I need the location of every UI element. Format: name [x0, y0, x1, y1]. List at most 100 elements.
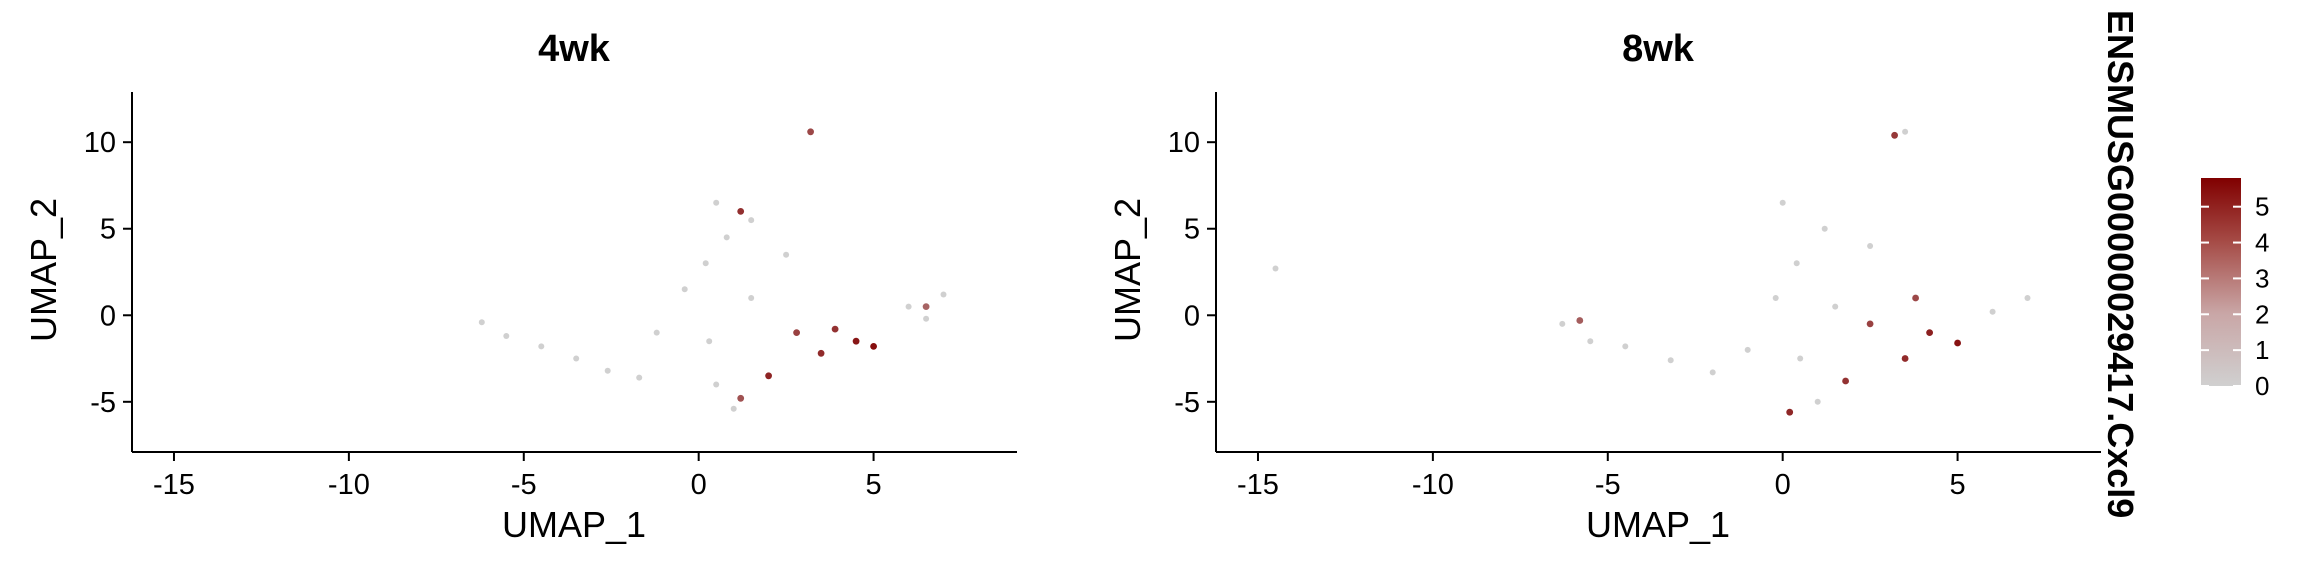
points — [1272, 128, 2031, 416]
cell-point — [636, 374, 643, 381]
cell-point — [1867, 243, 1874, 249]
cell-point — [730, 405, 737, 412]
x-tick-label: 5 — [866, 469, 882, 501]
expressing-cell-point — [793, 329, 800, 336]
cell-point — [1772, 295, 1779, 301]
expressing-cell-point — [1576, 317, 1584, 324]
legend-ticks: 0 1 2 3 4 5 — [2201, 192, 2269, 401]
cell-point — [905, 303, 912, 310]
expressing-cell-point — [1901, 355, 1909, 362]
y-tick-label: 10 — [1168, 127, 1200, 159]
cell-point — [1814, 398, 1821, 405]
expressing-cell-point — [1912, 294, 1919, 302]
x-axis-title: UMAP_1 — [502, 504, 646, 545]
cell-point — [573, 355, 580, 362]
legend-tick-label: 0 — [2255, 371, 2269, 401]
x-tick-label: 5 — [1950, 469, 1966, 501]
expressing-cell-point — [852, 337, 860, 345]
expressing-cell-point — [1786, 408, 1794, 416]
panel-8wk: 8wk -15 -10 -5 0 5 -5 0 5 10 UMAP_1 UMAP_2 — [1107, 28, 2101, 545]
y-axis-title: UMAP_2 — [23, 198, 64, 342]
cell-point — [713, 199, 720, 206]
cell-point — [713, 381, 720, 388]
expressing-cell-point — [922, 303, 930, 310]
points — [478, 128, 947, 412]
y-tick-label: 10 — [84, 127, 116, 159]
x-axis-title: UMAP_1 — [1586, 504, 1730, 545]
cell-point — [923, 315, 930, 322]
cell-point — [1559, 320, 1566, 327]
cell-point — [1832, 303, 1839, 310]
x-tick-label: -5 — [511, 469, 537, 501]
y-ticks: -5 0 5 10 — [84, 127, 132, 419]
expressing-cell-point — [1926, 329, 1933, 336]
expressing-cell-point — [737, 394, 745, 402]
cell-point — [478, 319, 485, 326]
y-tick-label: 0 — [100, 300, 116, 332]
panel-4wk: 4wk -15 -10 -5 0 5 -5 0 5 10 UMAP_1 UMAP_2 — [23, 28, 1017, 545]
y-tick-label: -5 — [90, 387, 116, 419]
y-tick-label: 5 — [100, 214, 116, 246]
cell-point — [604, 367, 611, 374]
cell-point — [1989, 308, 1996, 315]
x-tick-label: -15 — [153, 469, 195, 501]
expressing-cell-point — [1954, 339, 1961, 347]
y-tick-label: -5 — [1174, 387, 1200, 419]
cell-point — [653, 329, 660, 336]
x-tick-label: 0 — [691, 469, 707, 501]
cell-point — [1902, 128, 1909, 135]
cell-point — [748, 217, 755, 224]
legend-tick-label: 5 — [2255, 192, 2269, 222]
cell-point — [1821, 225, 1828, 232]
expressing-cell-point — [737, 208, 745, 215]
legend-tick-label: 1 — [2255, 335, 2269, 365]
legend-tick-label: 3 — [2255, 263, 2269, 293]
x-ticks: -15 -10 -5 0 5 — [1237, 452, 1966, 501]
cell-point — [1709, 369, 1716, 376]
panel-title: 8wk — [1622, 28, 1695, 70]
cell-point — [1587, 338, 1594, 345]
cell-point — [1779, 199, 1786, 206]
cell-point — [783, 251, 790, 258]
x-tick-label: -5 — [1595, 469, 1621, 501]
y-tick-label: 5 — [1184, 214, 1200, 246]
expressing-cell-point — [870, 343, 877, 350]
cell-point — [940, 291, 947, 298]
x-tick-label: -10 — [328, 469, 370, 501]
legend-colorbar — [2201, 178, 2241, 386]
cell-point — [2024, 295, 2031, 301]
cell-point — [681, 286, 688, 293]
cell-point — [1793, 260, 1800, 267]
expressing-cell-point — [831, 325, 839, 333]
cell-point — [702, 260, 709, 267]
cell-point — [538, 343, 545, 350]
cell-point — [503, 333, 510, 339]
cell-point — [1797, 355, 1804, 362]
legend-tick-label: 2 — [2255, 299, 2269, 329]
legend-title: ENSMUSG00000029417.Cxcl9 — [2100, 10, 2141, 518]
legend-tick-label: 4 — [2255, 228, 2269, 258]
expressing-cell-point — [1842, 377, 1849, 385]
x-tick-label: 0 — [1775, 469, 1791, 501]
x-tick-label: -10 — [1412, 469, 1454, 501]
expressing-cell-point — [1891, 131, 1898, 139]
cell-point — [723, 234, 730, 241]
color-legend: 0 1 2 3 4 5 ENSMUSG00000029417.Cxcl9 — [2100, 10, 2269, 518]
panel-title: 4wk — [538, 28, 611, 70]
expressing-cell-point — [765, 372, 772, 380]
y-axis-title: UMAP_2 — [1107, 198, 1148, 342]
cell-point — [748, 295, 755, 301]
cell-point — [706, 338, 713, 345]
y-ticks: -5 0 5 10 — [1168, 127, 1216, 419]
cell-point — [1744, 346, 1751, 353]
x-tick-label: -15 — [1237, 469, 1279, 501]
cell-point — [1622, 343, 1629, 350]
cell-point — [1272, 265, 1279, 272]
expressing-cell-point — [807, 128, 814, 136]
expressing-cell-point — [1866, 320, 1874, 328]
expressing-cell-point — [817, 349, 825, 357]
y-tick-label: 0 — [1184, 300, 1200, 332]
x-ticks: -15 -10 -5 0 5 — [153, 452, 882, 501]
cell-point — [1667, 357, 1674, 364]
